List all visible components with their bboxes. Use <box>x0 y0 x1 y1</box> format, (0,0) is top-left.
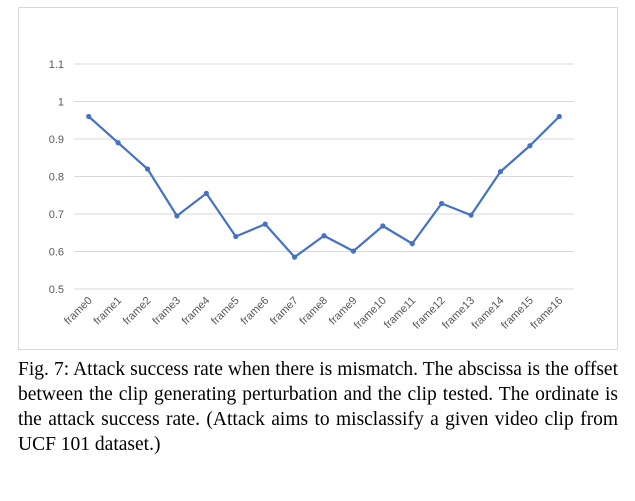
x-tick-label: frame10 <box>352 295 389 332</box>
x-tick-label: frame4 <box>180 295 213 328</box>
data-point <box>321 233 327 239</box>
y-tick-label: 0.7 <box>49 209 64 221</box>
data-point <box>291 254 298 260</box>
data-point <box>86 113 92 120</box>
x-tick-label: frame3 <box>150 295 183 328</box>
series <box>86 113 562 260</box>
y-tick-label: 1 <box>58 97 64 109</box>
x-tick-label: frame8 <box>297 295 330 328</box>
data-point <box>262 221 268 227</box>
data-point <box>115 140 121 146</box>
data-point <box>174 213 180 219</box>
y-tick-label: 0.5 <box>49 284 64 296</box>
x-tick-label: frame6 <box>239 295 272 328</box>
data-point <box>439 200 445 207</box>
line-chart: 0.50.60.70.80.911.1 frame0frame1frame2fr… <box>49 59 574 332</box>
data-point <box>409 241 415 247</box>
data-point <box>497 169 504 175</box>
y-tick-label: 0.6 <box>49 247 64 259</box>
data-point <box>527 143 533 149</box>
data-point <box>233 233 239 240</box>
x-tick-label: frame7 <box>268 295 301 328</box>
figure-caption: Fig. 7: Attack success rate when there i… <box>18 359 618 455</box>
chart-area: 0.5 0.6 0.7 0.8 0.9 1 1.1 frame0 frame1 frame2 fr… <box>18 7 618 350</box>
y-tick-label: 0.9 <box>49 134 64 146</box>
x-tick-label: frame2 <box>121 295 154 328</box>
data-point <box>203 190 209 196</box>
x-tick-label: frame5 <box>209 295 242 328</box>
data-point <box>380 223 386 229</box>
x-tick-label: frame0 <box>62 295 95 328</box>
x-tick-label: frame1 <box>92 295 125 328</box>
gridlines <box>74 63 574 290</box>
x-tick-label: frame16 <box>528 295 565 332</box>
data-point <box>144 166 151 172</box>
x-axis-ticks: frame0frame1frame2frame3frame4frame5fram… <box>62 295 565 332</box>
y-tick-label: 1.1 <box>49 59 64 71</box>
data-point <box>350 248 357 254</box>
data-point <box>468 212 474 218</box>
data-point <box>556 113 562 120</box>
y-axis-ticks: 0.5 0.6 0.7 0.8 0.9 1 1.1 <box>49 59 64 296</box>
y-tick-label: 0.8 <box>49 172 64 184</box>
